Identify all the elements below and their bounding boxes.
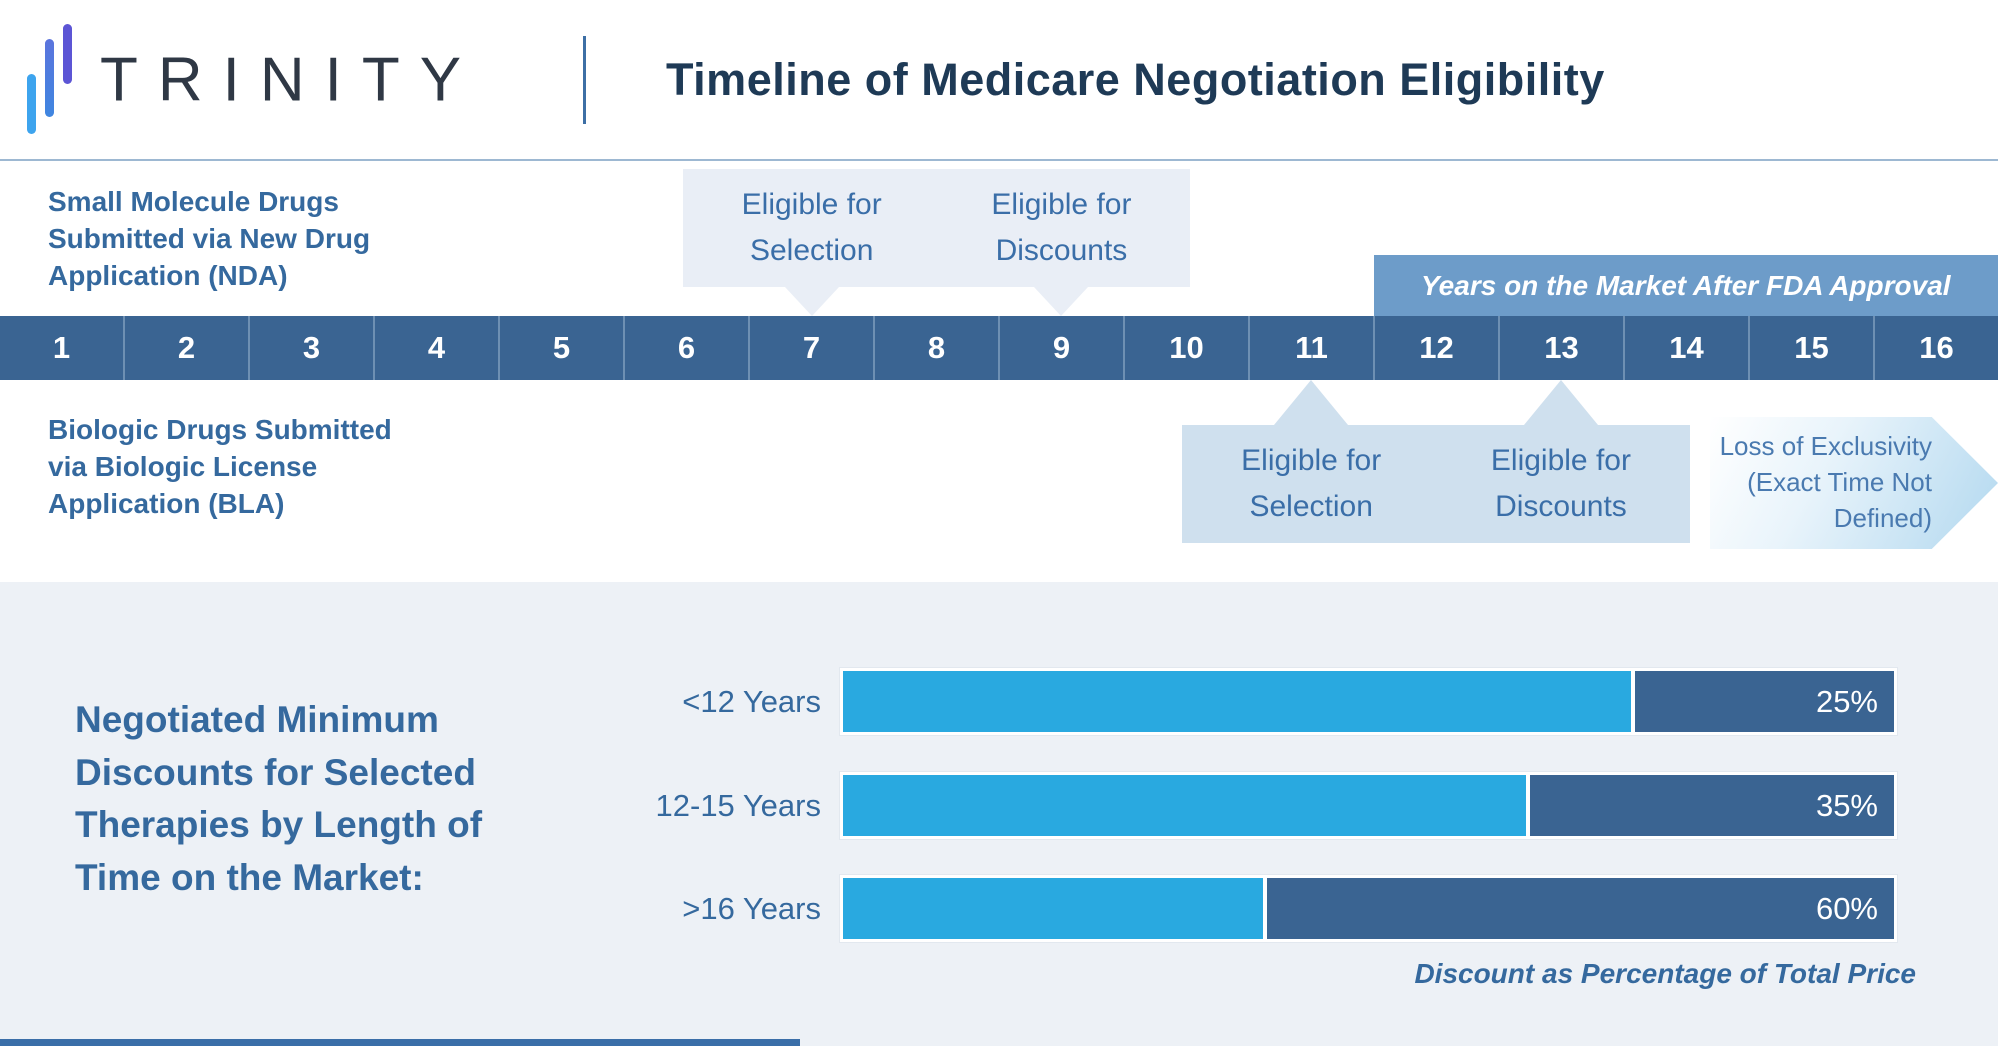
- discount-value-label: 35%: [1815, 787, 1878, 823]
- logo-bar-mid-icon: [45, 39, 54, 117]
- callout-tail-up-icon: [1523, 380, 1598, 425]
- stacked-bar: 35%: [840, 772, 1897, 839]
- year-cell: 3: [248, 316, 373, 380]
- trinity-logo: TRINITY: [0, 0, 583, 159]
- loss-of-exclusivity-arrow-icon: Loss of Exclusivity (Exact Time Not Defi…: [1710, 417, 1998, 549]
- callout-bla-eligible-selection: Eligible for Selection: [1182, 380, 1441, 543]
- stacked-bar: 25%: [840, 668, 1897, 735]
- year-cell: 15: [1748, 316, 1873, 380]
- bar-discount-segment: 25%: [1631, 671, 1894, 732]
- row-label: <12 Years: [682, 683, 821, 719]
- callout-nda-eligible-selection: Eligible for Selection: [682, 169, 941, 316]
- logo-bar-light-icon: [27, 74, 36, 134]
- callout-label: Eligible for Discounts: [932, 169, 1191, 287]
- year-cell: 14: [1623, 316, 1748, 380]
- logo-bar-purple-icon: [63, 24, 72, 84]
- chart-row-gt16: >16 Years 60%: [0, 875, 1998, 942]
- year-cell: 13: [1498, 316, 1623, 380]
- loss-of-exclusivity-label: Loss of Exclusivity (Exact Time Not Defi…: [1719, 431, 1932, 533]
- callout-tail-down-icon: [1034, 287, 1089, 316]
- year-cell: 8: [873, 316, 998, 380]
- callout-nda-eligible-discounts: Eligible for Discounts: [932, 169, 1191, 316]
- discount-chart-section: Negotiated Minimum Discounts for Selecte…: [0, 582, 1998, 1046]
- bar-remainder-segment: [843, 878, 1264, 939]
- callout-tail-down-icon: [784, 287, 839, 316]
- bar-remainder-segment: [843, 775, 1527, 836]
- chart-row-12-15: 12-15 Years 35%: [0, 772, 1998, 839]
- chart-row-lt12: <12 Years 25%: [0, 668, 1998, 735]
- callout-bla-eligible-discounts: Eligible for Discounts: [1431, 380, 1690, 543]
- year-cell: 1: [52, 330, 71, 365]
- chart-heading: Negotiated Minimum Discounts for Selecte…: [75, 699, 483, 898]
- year-cell: 4: [373, 316, 498, 380]
- bla-drug-label: Biologic Drugs Submitted via Biologic Li…: [48, 414, 392, 520]
- chart-axis-caption: Discount as Percentage of Total Price: [1414, 958, 1916, 989]
- header: TRINITY Timeline of Medicare Negotiation…: [0, 0, 1998, 161]
- row-label: 12-15 Years: [655, 787, 821, 823]
- year-cell: 12: [1373, 316, 1498, 380]
- year-cell: 16: [1873, 316, 1998, 380]
- year-cell: 7: [748, 316, 873, 380]
- callout-tail-up-icon: [1274, 380, 1349, 425]
- discount-value-label: 25%: [1815, 683, 1878, 719]
- year-cell: 11: [1248, 316, 1373, 380]
- nda-drug-label: Small Molecule Drugs Submitted via New D…: [48, 186, 371, 292]
- axis-banner: Years on the Market After FDA Approval: [1373, 255, 1998, 316]
- callout-label: Eligible for Selection: [1182, 425, 1441, 543]
- discount-value-label: 60%: [1815, 890, 1878, 926]
- footer-accent-bar: [0, 1039, 800, 1046]
- year-cell: 2: [123, 316, 248, 380]
- year-cell: 5: [498, 316, 623, 380]
- year-cell: 6: [623, 316, 748, 380]
- row-label: >16 Years: [682, 890, 821, 926]
- timeline-section: Small Molecule Drugs Submitted via New D…: [0, 161, 1998, 582]
- callout-label: Eligible for Discounts: [1431, 425, 1690, 543]
- header-divider: [583, 35, 586, 124]
- brand-name: TRINITY: [100, 45, 482, 114]
- bar-discount-segment: 35%: [1526, 775, 1894, 836]
- timeline-axis: 1 2 3 4 5 6 7 8 9 10 11 12 13 14 15 16: [0, 316, 1998, 380]
- year-cell: 10: [1123, 316, 1248, 380]
- trinity-logo-bars-icon: [27, 22, 83, 142]
- stacked-bar: 60%: [840, 875, 1897, 942]
- page-title: Timeline of Medicare Negotiation Eligibi…: [666, 53, 1605, 105]
- bar-remainder-segment: [843, 671, 1632, 732]
- year-cell: 9: [998, 316, 1123, 380]
- callout-label: Eligible for Selection: [682, 169, 941, 287]
- bar-discount-segment: 60%: [1263, 878, 1894, 939]
